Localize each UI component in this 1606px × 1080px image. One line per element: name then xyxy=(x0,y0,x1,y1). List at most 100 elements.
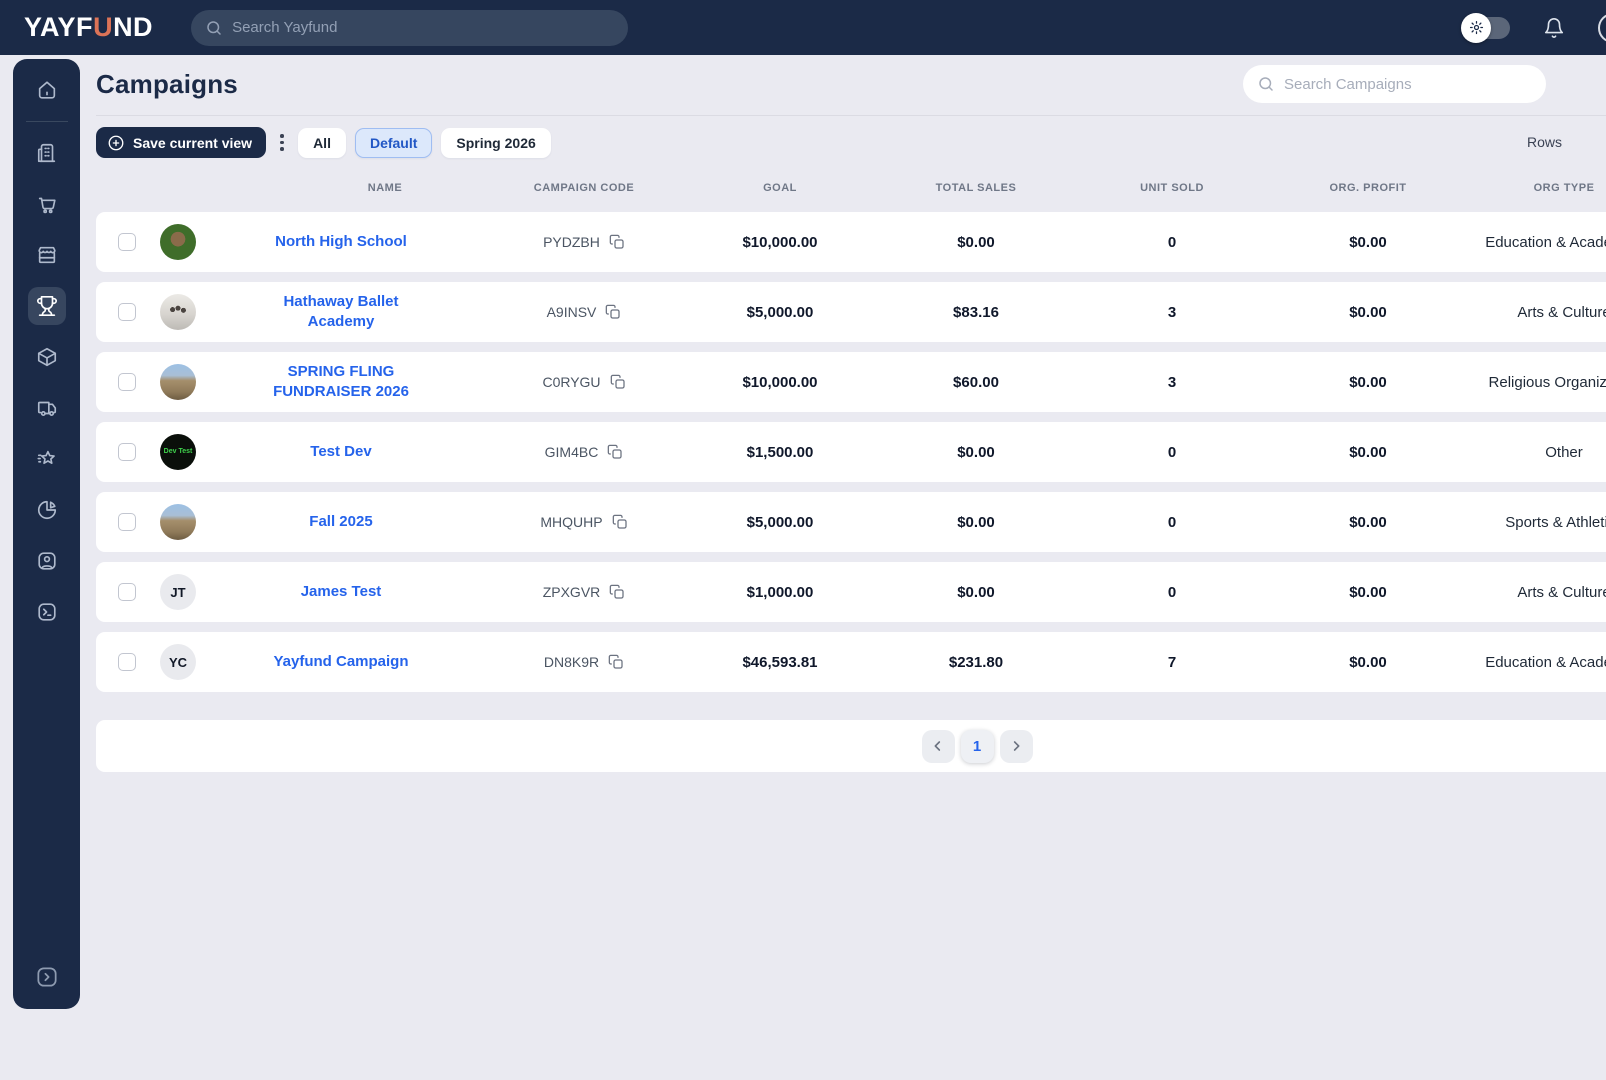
sidebar-item-campaigns[interactable] xyxy=(27,287,66,325)
sidebar xyxy=(13,59,80,1009)
org-type-value: Other xyxy=(1545,443,1583,461)
campaign-code: GIM4BC xyxy=(544,444,599,460)
unit-sold-value: 3 xyxy=(1167,373,1177,391)
campaign-name-link[interactable]: James Test xyxy=(300,582,382,600)
copy-code-icon[interactable] xyxy=(609,234,625,250)
sidebar-item-accounts[interactable] xyxy=(28,542,66,580)
total-sales-value: $60.00 xyxy=(953,373,999,391)
row-checkbox[interactable] xyxy=(118,653,136,671)
campaign-name-link[interactable]: SPRING FLING FUNDRAISER 2026 xyxy=(273,362,409,400)
cube-icon xyxy=(36,346,58,368)
previous-page-button[interactable] xyxy=(921,729,955,763)
copy-code-icon[interactable] xyxy=(608,654,624,670)
campaign-name-link[interactable]: Fall 2025 xyxy=(309,512,373,530)
campaign-avatar xyxy=(160,364,196,400)
org-type-value: Arts & Culture xyxy=(1517,583,1606,601)
org-type-value: Religious Organization xyxy=(1488,373,1606,391)
column-header-campaign-code: CAMPAIGN CODE xyxy=(533,182,635,194)
goal-value: $1,500.00 xyxy=(746,443,814,461)
pagination: 1 xyxy=(96,720,1606,772)
campaign-code: C0RYGU xyxy=(542,374,601,390)
sidebar-item-fulfillment[interactable] xyxy=(28,389,66,427)
sidebar-divider xyxy=(25,121,68,122)
page-number-button[interactable]: 1 xyxy=(960,729,994,763)
campaign-name-link[interactable]: North High School xyxy=(275,232,407,250)
campaign-avatar: Dev Test xyxy=(160,434,196,470)
campaign-search-input[interactable] xyxy=(1284,75,1532,93)
column-header-org-type: ORG TYPE xyxy=(1533,182,1595,194)
user-card-icon xyxy=(36,550,58,572)
column-header-name: NAME xyxy=(367,182,403,194)
campaign-avatar xyxy=(160,224,196,260)
unit-sold-value: 7 xyxy=(1167,653,1177,671)
sidebar-item-store[interactable] xyxy=(28,236,66,274)
cart-icon xyxy=(36,193,58,215)
total-sales-value: $0.00 xyxy=(957,233,995,251)
save-button-label: Save current view xyxy=(133,134,253,151)
copy-code-icon[interactable] xyxy=(609,584,625,600)
bell-icon[interactable] xyxy=(1543,17,1565,39)
yayfund-logo[interactable]: YAYFUND xyxy=(24,12,153,43)
sidebar-item-products[interactable] xyxy=(28,338,66,376)
chevron-left-icon xyxy=(930,738,946,754)
org-profit-value: $0.00 xyxy=(1349,373,1387,391)
search-icon xyxy=(205,19,223,37)
next-page-button[interactable] xyxy=(999,729,1033,763)
theme-knob[interactable] xyxy=(1461,12,1491,43)
campaign-code: DN8K9R xyxy=(543,654,600,670)
home-icon xyxy=(36,79,58,101)
sidebar-item-developer[interactable] xyxy=(28,593,66,631)
copy-code-icon[interactable] xyxy=(610,374,626,390)
sidebar-item-orders[interactable] xyxy=(28,185,66,223)
total-sales-value: $0.00 xyxy=(957,443,995,461)
campaign-name-link[interactable]: Yayfund Campaign xyxy=(273,652,409,670)
campaign-name-link[interactable]: Test Dev xyxy=(310,442,372,460)
sidebar-collapse-button[interactable] xyxy=(34,964,60,995)
building-icon xyxy=(36,142,58,164)
sidebar-item-featured[interactable] xyxy=(28,440,66,478)
row-checkbox[interactable] xyxy=(118,233,136,251)
rows-per-page-label[interactable]: Rows xyxy=(1526,134,1562,150)
header-divider xyxy=(96,115,1606,116)
campaign-code: PYDZBH xyxy=(543,234,600,250)
view-tab-default[interactable]: Default xyxy=(354,127,433,158)
sidebar-item-home[interactable] xyxy=(28,71,66,109)
row-checkbox[interactable] xyxy=(118,303,136,321)
row-checkbox[interactable] xyxy=(118,583,136,601)
unit-sold-value: 0 xyxy=(1167,513,1177,531)
plus-circle-icon xyxy=(107,134,125,152)
save-current-view-button[interactable]: Save current view xyxy=(96,127,267,158)
main-content: Campaigns Save current view All Default … xyxy=(96,55,1606,1080)
sidebar-item-reports[interactable] xyxy=(28,491,66,529)
copy-code-icon[interactable] xyxy=(607,444,623,460)
copy-code-icon[interactable] xyxy=(605,304,621,320)
theme-toggle[interactable] xyxy=(1461,12,1510,43)
campaign-search[interactable] xyxy=(1243,65,1546,103)
views-menu-button[interactable] xyxy=(280,134,284,151)
global-search-input[interactable] xyxy=(232,19,615,36)
campaign-avatar: JT xyxy=(160,574,196,610)
chevron-right-icon xyxy=(1008,738,1024,754)
row-checkbox[interactable] xyxy=(118,443,136,461)
sun-icon xyxy=(1469,20,1484,35)
view-tab-all[interactable]: All xyxy=(298,127,346,158)
column-header-goal: GOAL xyxy=(763,182,797,194)
org-type-value: Sports & Athletics xyxy=(1505,513,1606,531)
toolbar: Save current view All Default Spring 202… xyxy=(96,127,1606,158)
logo-magnet-u: U xyxy=(93,12,114,42)
copy-code-icon[interactable] xyxy=(612,514,628,530)
terminal-icon xyxy=(36,601,58,623)
sidebar-item-organization[interactable] xyxy=(28,134,66,172)
pie-chart-icon xyxy=(36,499,58,521)
goal-value: $10,000.00 xyxy=(742,373,818,391)
unit-sold-value: 3 xyxy=(1167,303,1177,321)
view-tab-spring-2026[interactable]: Spring 2026 xyxy=(441,127,551,158)
campaign-name-link[interactable]: Hathaway Ballet Academy xyxy=(283,292,399,330)
goal-value: $5,000.00 xyxy=(746,513,814,531)
global-search[interactable] xyxy=(191,9,629,46)
row-checkbox[interactable] xyxy=(118,513,136,531)
campaigns-table: NAME CAMPAIGN CODE GOAL TOTAL SALES UNIT… xyxy=(96,178,1606,692)
user-avatar[interactable] xyxy=(1598,12,1606,43)
table-row: Dev Test Test Dev GIM4BC $1,500.00 $0.00… xyxy=(96,422,1606,482)
row-checkbox[interactable] xyxy=(118,373,136,391)
